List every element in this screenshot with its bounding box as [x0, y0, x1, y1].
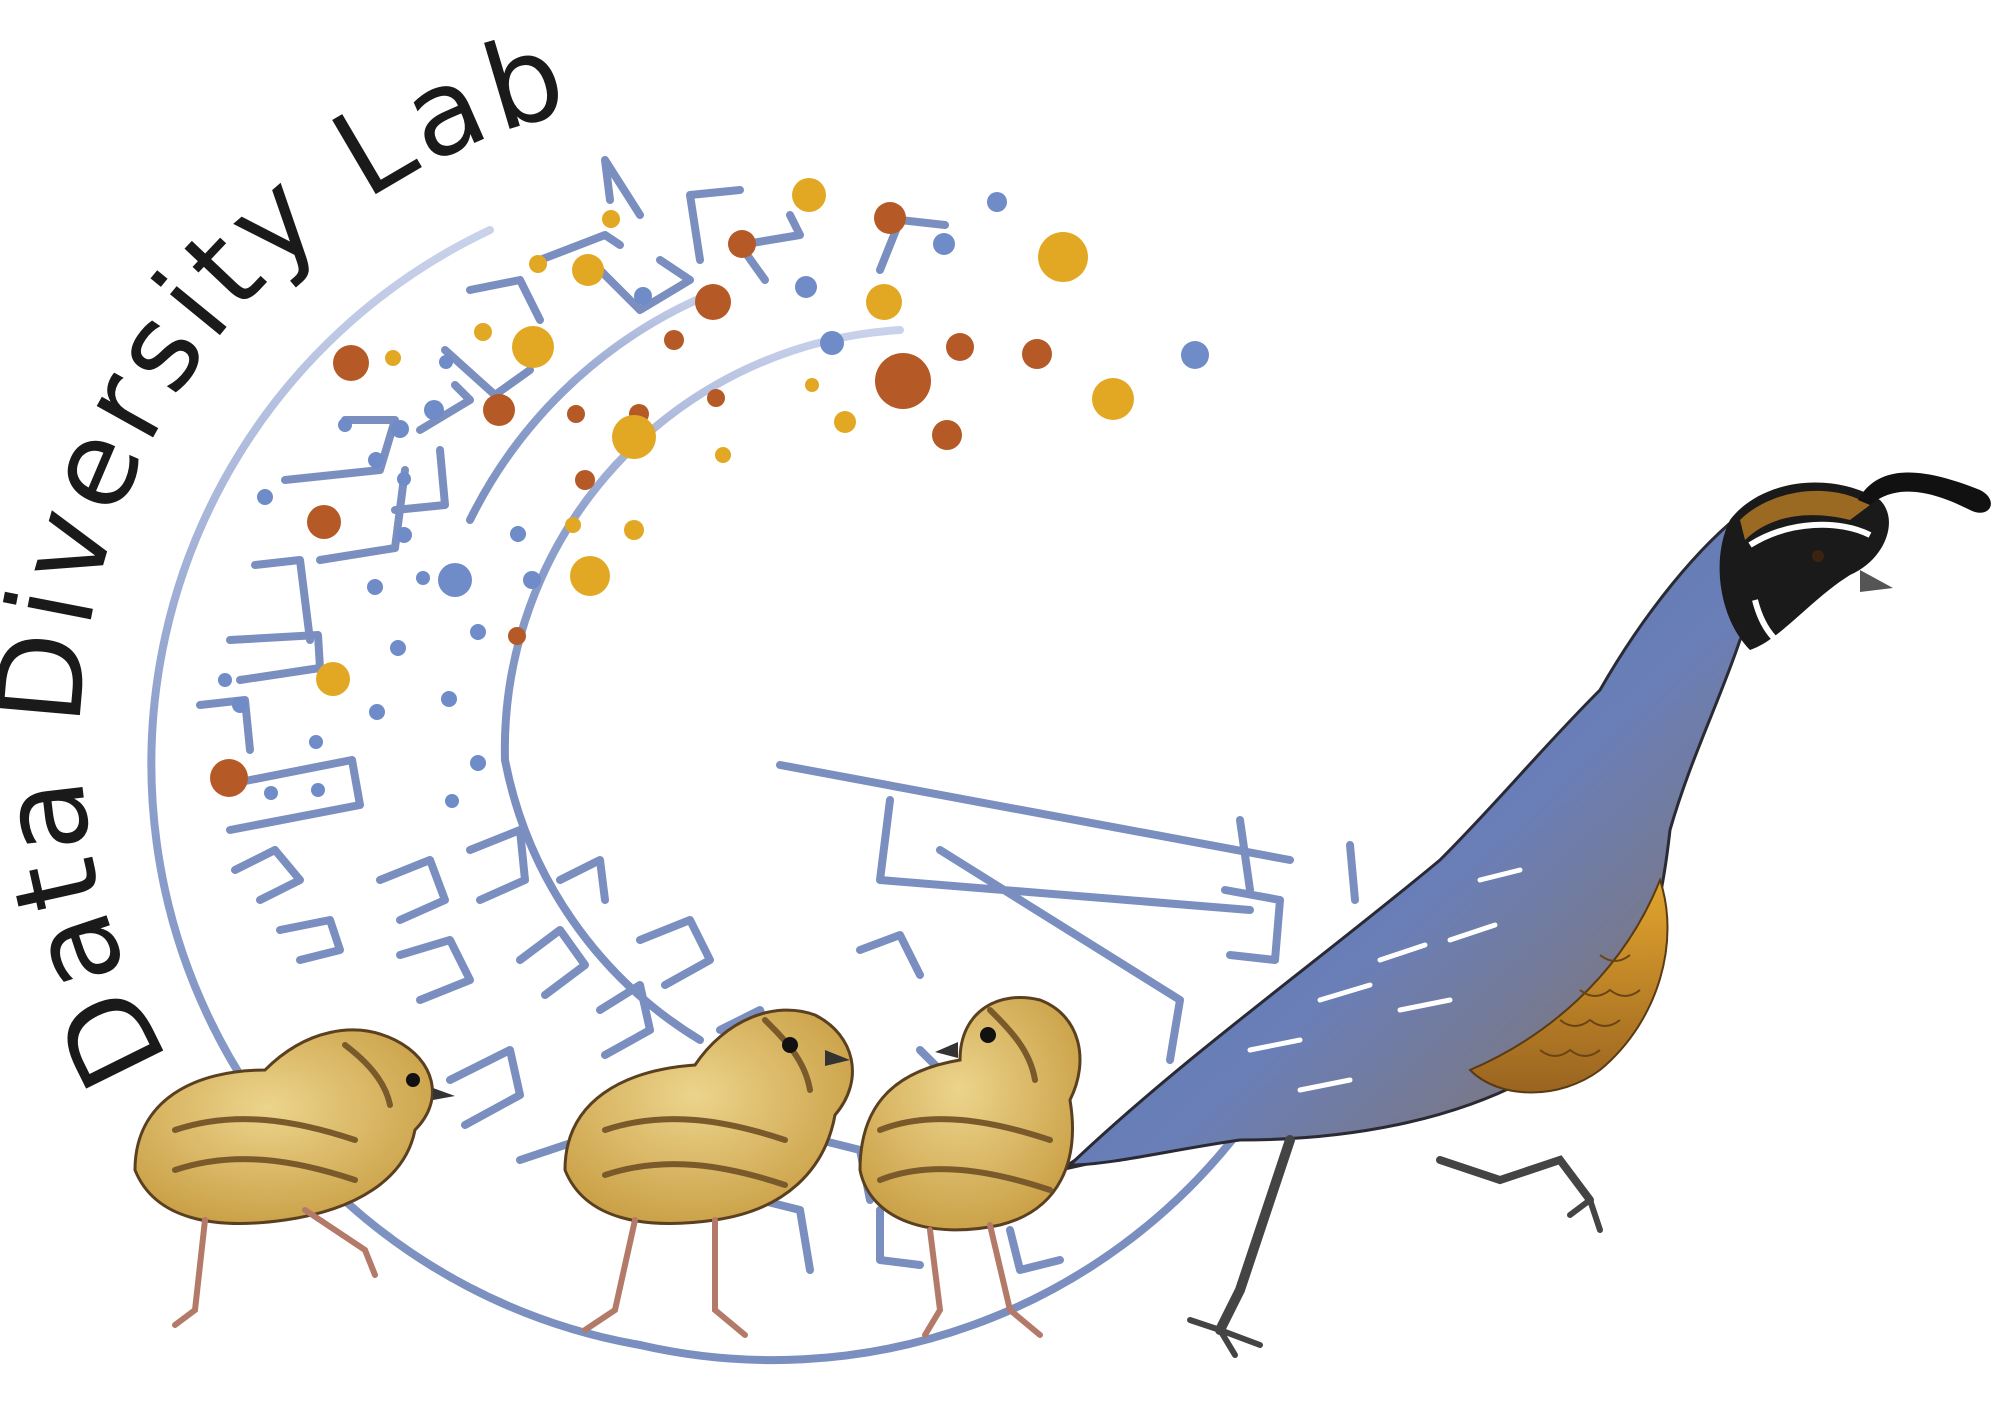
- quail-chick-icon: [858, 996, 1082, 1338]
- lab-title: Data Diversity Lab: [0, 3, 585, 1109]
- adult-quail-icon: [1059, 472, 1991, 1358]
- lab-title-text: Data Diversity Lab: [0, 3, 579, 1109]
- data-dots: [210, 178, 1209, 808]
- quail-chick-icon: [563, 1008, 854, 1338]
- quail-chick-icon: [133, 1028, 455, 1328]
